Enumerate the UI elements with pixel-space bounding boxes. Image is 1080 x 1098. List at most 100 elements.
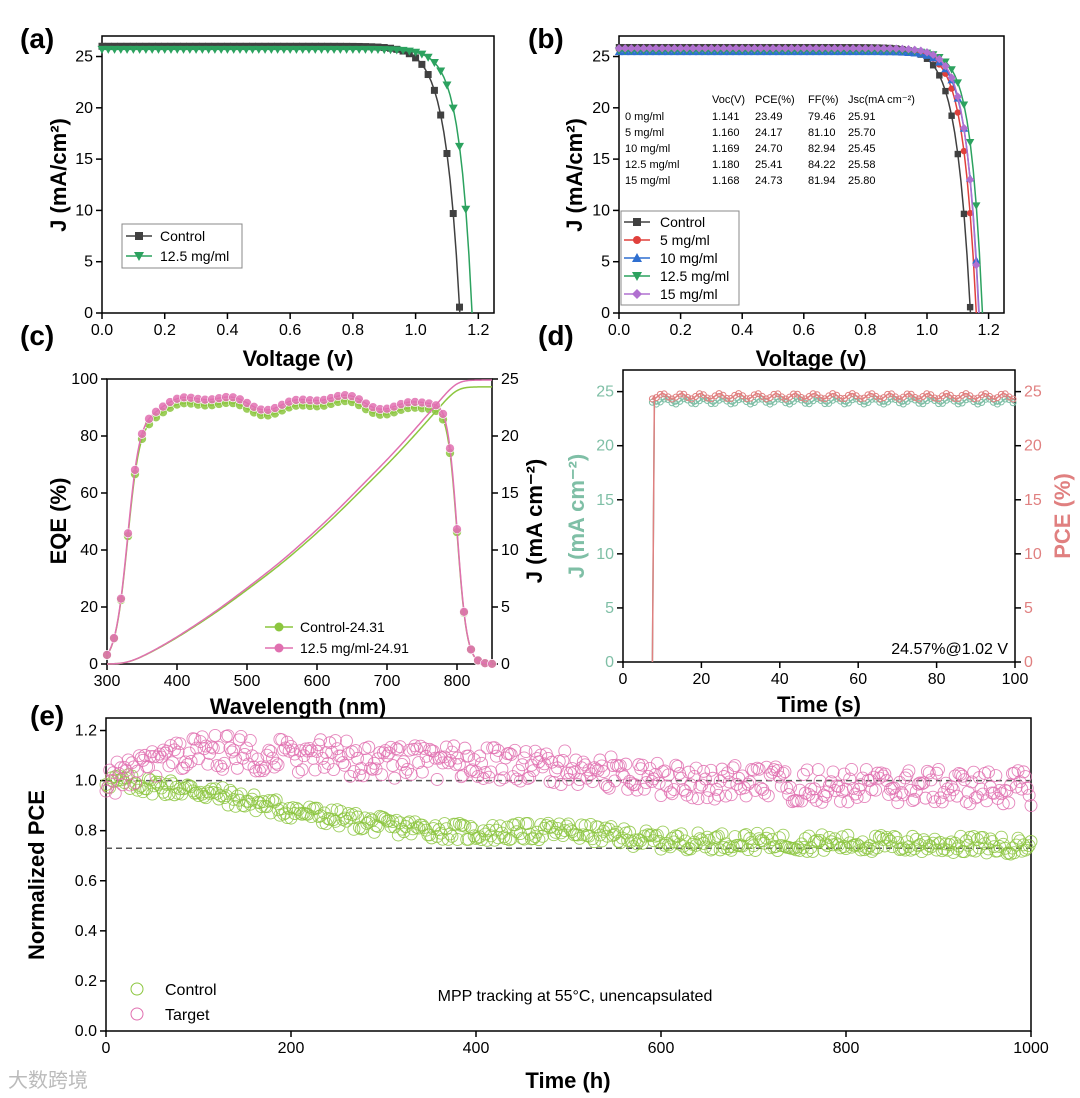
jv-point [461,205,471,214]
panel-a-label: (a) [20,23,54,54]
stability-point [160,777,174,791]
jv-point [443,150,451,158]
stability-point [600,829,614,843]
jv-point [179,45,189,54]
x-tick-label: 0.6 [279,322,301,339]
watermark: 大数跨境 [8,1068,88,1092]
stability-point [930,843,944,857]
stability-point [149,769,163,783]
x-tick-label: 20 [693,671,711,688]
stability-point [428,751,442,765]
mpp-point [727,400,735,408]
y-tick-label: 0.2 [75,973,97,990]
panel-a-legend-items: Control 12.5 mg/ml [126,228,229,264]
mpp-point [829,396,837,404]
stability-point [821,785,834,799]
panel-e: (e) 0 200 400 600 800 1000 0.0 0.2 0.4 0.6 0.8 1.0 1… [24,700,1049,1093]
x-tick-label: 0.6 [793,322,815,339]
stability-point [373,746,387,759]
panel-e-frame [105,717,1032,1032]
stability-point [397,825,411,839]
legend-label: Control [160,228,205,244]
stability-point [1024,835,1038,848]
stability-point [145,787,159,801]
mpp-point [742,395,750,403]
panel-a: (a) 0.0 0.2 0.4 0.6 0.8 1.0 1.2 0 5 10 15 20 25 Volt… [20,23,495,371]
y-tick-label: 20 [75,100,93,117]
jv-point [948,85,955,92]
mpp-point [660,395,668,403]
mpp-point [778,393,786,401]
jv-point [965,138,975,147]
stability-point [728,759,742,773]
panel-e-ticks: 0 200 400 600 800 1000 0.0 0.2 0.4 0.6 0.8 1.0 1.2 [75,723,1049,1057]
jv-point [954,150,961,158]
jv-point [354,45,364,54]
stability-point [512,816,525,830]
stability-point [458,741,472,755]
jv-point [707,44,716,53]
mpp-point [923,397,931,405]
table-cell: 81.10 [808,127,836,139]
y-tick-label: 10 [592,202,610,219]
stability-point [225,745,239,759]
legend-label: Control-24.31 [300,619,385,635]
stability-point [229,799,242,813]
panel-b-legend-items: Control 5 mg/ml 10 mg/ml 12.5 mg/ml 15 mg/ml [624,214,729,302]
stability-point [343,769,357,783]
stability-point [166,756,180,770]
stability-point [726,761,740,775]
table-cell: 12.5 mg/ml [625,159,679,171]
jv-point [682,44,691,53]
jv-point [323,45,333,54]
stability-point [521,817,535,830]
stability-point [854,843,868,857]
jv-point [787,44,796,53]
stability-point [774,779,788,793]
stability-point [706,771,720,785]
mpp-point [895,395,903,403]
stability-point [710,782,723,796]
stability-point [201,757,215,771]
x-tick-label: 600 [304,673,331,690]
stability-point [993,784,1006,797]
eqe-point [123,528,133,539]
stability-point [118,760,131,774]
panel-c-xlabel: Wavelength (nm) [210,694,386,719]
table-cell: 25.45 [848,143,876,155]
stability-point [976,787,990,801]
stability-point [747,763,760,777]
y-tick-label: 15 [596,492,614,509]
jv-point [904,44,913,54]
legend-marker [130,982,144,996]
jv-point [651,44,661,53]
jv-point [960,147,968,155]
stability-point [353,768,366,782]
table-cell: 10 mg/ml [625,143,670,155]
table-cell: 84.22 [808,159,836,171]
stability-point [817,788,831,802]
stability-point [495,762,509,776]
stability-point [375,768,389,782]
mpp-point [935,400,943,408]
panel-b-series [614,43,984,314]
legend-label: Control [165,982,217,999]
stability-point [889,788,903,802]
stability-point [510,772,524,786]
stability-point [486,819,500,832]
stability-point [166,777,180,791]
jv-point [910,45,919,54]
x-tick-label: 600 [648,1040,675,1057]
stability-point [393,740,407,754]
stability-point [427,822,440,836]
stability-point [430,773,444,786]
stability-point [488,833,501,847]
stability-point [360,753,374,767]
stability-point [295,807,309,821]
panel-c-frame [106,378,493,665]
legend-label: 12.5 mg/ml-24.91 [300,640,409,656]
mpp-point [656,390,664,398]
y-tick-label: 5 [601,254,610,271]
x-tick-label: 800 [444,673,471,690]
panel-b-legend: Control 5 mg/ml 10 mg/ml 12.5 mg/ml 15 mg/ml [620,210,740,306]
